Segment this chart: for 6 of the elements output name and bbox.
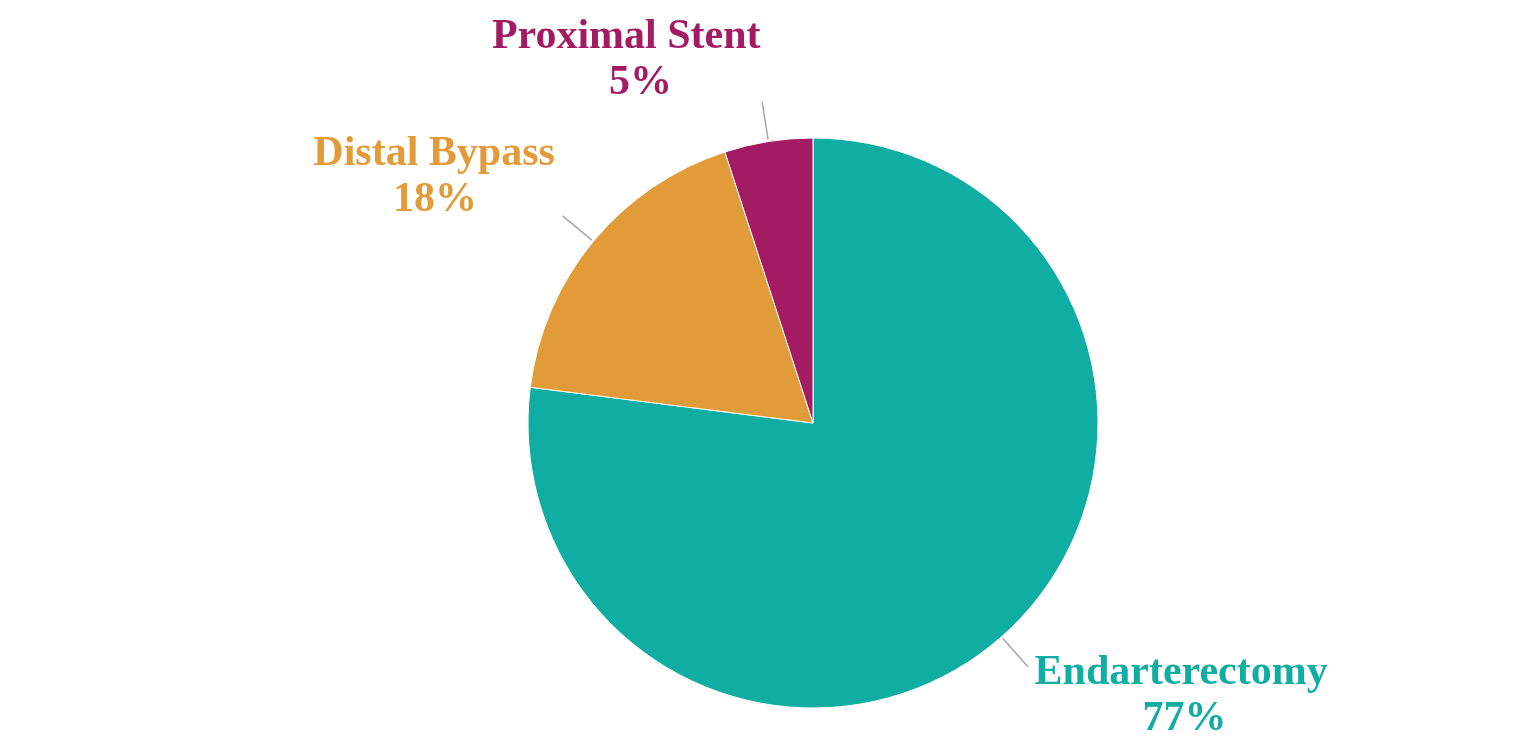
data-label: 5% [609,57,673,104]
data-label: 77% [1142,693,1227,740]
slice-label: Proximal Stent [491,11,761,58]
data-label: 18% [392,174,477,221]
slice-label: Distal Bypass [313,128,555,175]
slice-label: Endarterectomy [1034,647,1328,694]
